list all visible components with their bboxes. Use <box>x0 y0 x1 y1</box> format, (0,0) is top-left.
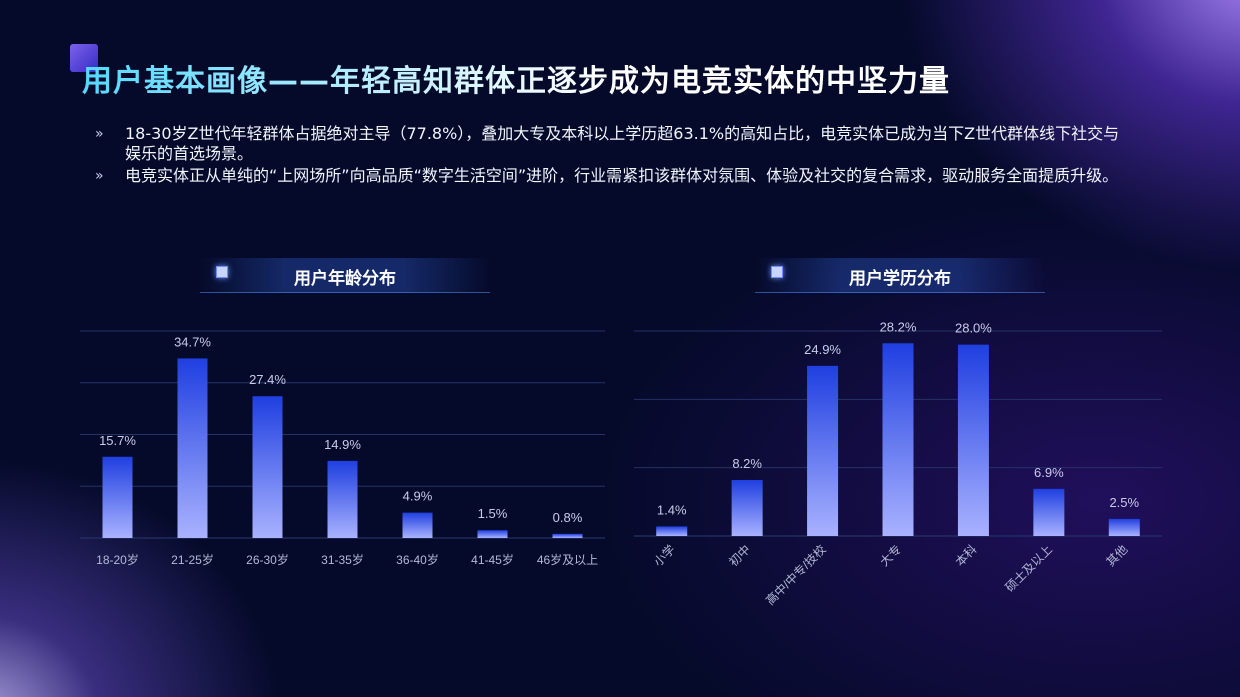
bullet-item: » 18-30岁Z世代年轻群体占据绝对主导（77.8%），叠加大专及本科以上学历… <box>95 124 1125 164</box>
data-label: 14.9% <box>324 437 361 452</box>
data-label: 24.9% <box>804 342 841 357</box>
bar <box>327 460 358 538</box>
bar <box>807 365 839 536</box>
x-tick-label: 大专 <box>877 542 905 570</box>
page-title: 用户基本画像——年轻高知群体正逐步成为电竞实体的中坚力量 <box>82 56 950 100</box>
x-tick-label: 36-40岁 <box>396 552 439 567</box>
bar <box>177 358 208 538</box>
bullet-text: 18-30岁Z世代年轻群体占据绝对主导（77.8%），叠加大专及本科以上学历超6… <box>125 124 1120 163</box>
data-label: 8.2% <box>732 456 762 471</box>
x-tick-label: 硕士及以上 <box>1003 542 1055 594</box>
education-bar-chart: 1.4% 小学 8.2% 初中 24.9% 高中/中专/技校 28.2% 大专 28.0% 本科 6… <box>634 319 1162 608</box>
bar <box>882 343 914 536</box>
x-tick-label: 其他 <box>1104 542 1131 569</box>
x-tick-label: 初中 <box>726 542 754 570</box>
bar <box>252 396 283 538</box>
title-decoration <box>70 44 98 72</box>
bullet-list: » 18-30岁Z世代年轻群体占据绝对主导（77.8%），叠加大专及本科以上学历… <box>95 124 1125 188</box>
x-tick-label: 46岁及以上 <box>537 552 598 567</box>
x-tick-label: 41-45岁 <box>471 552 514 567</box>
bar <box>402 512 433 538</box>
bar <box>477 530 508 538</box>
data-label: 28.2% <box>880 319 917 334</box>
bullet-text: 电竞实体正从单纯的“上网场所”向高品质“数字生活空间”进阶，行业需紧扣该群体对氛… <box>125 166 1119 185</box>
bar <box>1108 518 1140 536</box>
data-label: 0.8% <box>553 510 583 525</box>
bar <box>656 526 688 536</box>
data-label: 28.0% <box>955 321 992 336</box>
double-chevron-right-icon: » <box>95 168 104 184</box>
data-label: 2.5% <box>1109 495 1139 510</box>
edu-chart-header: 用户学历分布 <box>755 258 1045 293</box>
bar <box>957 344 989 536</box>
data-label: 6.9% <box>1034 465 1064 480</box>
bar <box>1033 488 1065 536</box>
data-label: 27.4% <box>249 372 286 387</box>
bar <box>731 479 763 536</box>
age-chart-title: 用户年龄分布 <box>294 269 396 289</box>
data-label: 1.4% <box>657 502 687 517</box>
bar <box>102 456 133 538</box>
data-label: 34.7% <box>174 334 211 349</box>
x-tick-label: 21-25岁 <box>171 552 214 567</box>
edu-chart-title: 用户学历分布 <box>849 269 951 289</box>
age-chart-header: 用户年龄分布 <box>200 258 490 293</box>
x-tick-label: 小学 <box>650 542 678 570</box>
x-tick-label: 本科 <box>953 542 980 569</box>
age-bar-chart: 15.7% 18-20岁 34.7% 21-25岁 27.4% 26-30岁 14.9% 31… <box>80 330 605 567</box>
x-tick-label: 26-30岁 <box>246 552 289 567</box>
data-label: 1.5% <box>478 506 508 521</box>
data-label: 15.7% <box>99 433 136 448</box>
double-chevron-right-icon: » <box>95 126 104 142</box>
data-label: 4.9% <box>403 489 433 504</box>
x-tick-label: 高中/中专/技校 <box>762 542 828 608</box>
square-bullet-icon <box>771 266 783 278</box>
x-tick-label: 31-35岁 <box>321 552 364 567</box>
bullet-item: » 电竞实体正从单纯的“上网场所”向高品质“数字生活空间”进阶，行业需紧扣该群体… <box>95 166 1125 186</box>
bar <box>552 533 583 538</box>
x-tick-label: 18-20岁 <box>96 552 139 567</box>
square-bullet-icon <box>216 266 228 278</box>
